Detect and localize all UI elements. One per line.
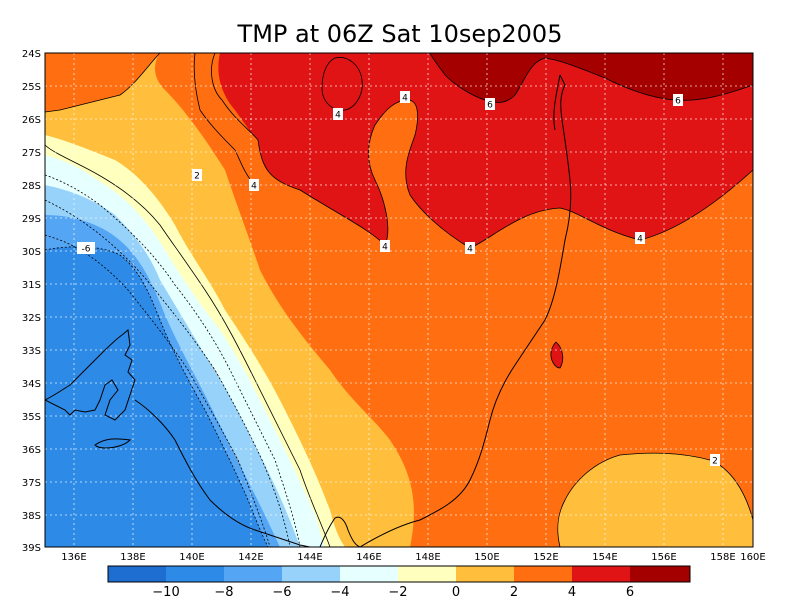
lat-tick-label: 28S [22,181,41,192]
contour-label-layer: 4 4 6 6 2 4 4 4 -6 4 2 [77,91,720,467]
lat-tick-label: 26S [22,115,41,126]
contour-label: 4 [380,240,390,253]
lat-tick-label: 39S [22,543,41,554]
contour-lines [45,53,753,547]
lat-tick-label: 38S [22,511,41,522]
lat-tick-label: 33S [22,346,41,357]
lon-tick-label: 160E [740,552,765,563]
band-2-to-4-strip [45,53,160,112]
lat-tick-label: 27S [22,148,41,159]
contour-label: 6 [485,98,495,111]
colorbar-frame [107,565,691,583]
map-plot: 4 4 6 6 2 4 4 4 -6 4 2 [45,53,753,547]
lon-tick-label: 142E [238,552,263,563]
lon-axis: 136E 138E 140E 142E 144E 146E 148E 150E … [61,552,765,563]
lon-tick-label: 144E [297,552,322,563]
contour-label: 4 [635,232,645,245]
svg-text:-6: -6 [82,245,91,255]
plot-frame [44,52,754,548]
svg-text:2: 2 [194,172,200,182]
lat-tick-label: 25S [22,82,41,93]
band-lt-m8 [45,246,268,547]
lat-tick-label: 24S [22,49,41,60]
svg-text:4: 4 [637,235,643,245]
lat-axis: 24S 25S 26S 27S 28S 29S 30S 31S 32S 33S … [22,49,41,554]
lon-tick-label: 138E [120,552,145,563]
band-4-to-6 [45,53,753,248]
lat-tick-label: 36S [22,445,41,456]
lat-tick-label: 34S [22,379,41,390]
contour-label: 2 [710,454,720,467]
contour-label: -6 [77,242,95,255]
contour-label: 6 [673,94,683,107]
band-0-to-2-topleft [45,53,414,547]
svg-text:2: 2 [712,457,718,467]
colorbar-tick-label: 6 [626,585,634,600]
lat-tick-label: 37S [22,478,41,489]
band-4-to-6-island [322,57,363,111]
svg-text:6: 6 [487,101,493,111]
lon-tick-label: 158E [710,552,735,563]
lon-tick-label: 146E [356,552,381,563]
colorbar-cell [456,566,514,582]
contour-label: 4 [465,242,475,255]
lon-tick-label: 148E [415,552,440,563]
colorbar-cell [108,566,166,582]
svg-text:4: 4 [382,243,388,253]
colorbar-tick-label: 2 [510,585,518,600]
lat-tick-label: 35S [22,412,41,423]
coastlines [45,74,572,547]
lat-tick-label: 30S [22,247,41,258]
band-4-to-6-spot [550,342,563,368]
band-gt6 [430,53,753,103]
colorbar-cell [224,566,282,582]
lon-tick-label: 140E [179,552,204,563]
lon-tick-label: 154E [592,552,617,563]
grid-lines [45,53,753,547]
lon-tick-label: 136E [61,552,86,563]
lat-tick-label: 32S [22,313,41,324]
svg-text:4: 4 [467,245,473,255]
svg-text:4: 4 [402,94,408,104]
colorbar-cell [630,566,690,582]
lon-tick-label: 150E [474,552,499,563]
colorbar-tick-label: −4 [330,585,349,600]
lat-tick-label: 31S [22,280,41,291]
colorbar-tick-label: 0 [452,585,460,600]
colorbar-tick-label: −2 [388,585,407,600]
band-m6-to-m4 [45,185,300,547]
contour-label: 2 [192,169,202,182]
colorbar-cell [572,566,630,582]
colorbar-tick-label: −8 [214,585,233,600]
colorbar-tick-label: −10 [152,585,179,600]
band-0-to-2-southeast [557,453,753,547]
contour-label: 4 [249,179,259,192]
colorbar-cell [398,566,456,582]
colorbar: −10 −8 −6 −4 −2 0 2 4 6 [107,565,691,600]
contour-label: 4 [333,108,343,121]
colorbar-cell [166,566,224,582]
map-title: TMP at 06Z Sat 10sep2005 [237,20,563,48]
colorbar-cell [514,566,572,582]
colorbar-cell [282,566,340,582]
colorbar-cell [340,566,398,582]
colorbar-tick-label: 4 [568,585,576,600]
svg-text:4: 4 [335,111,341,121]
colorbar-tick-label: −6 [272,585,291,600]
lat-tick-label: 29S [22,214,41,225]
lon-tick-label: 152E [533,552,558,563]
svg-text:6: 6 [675,97,681,107]
svg-text:4: 4 [251,182,257,192]
lon-tick-label: 156E [651,552,676,563]
contour-label: 4 [400,91,410,104]
